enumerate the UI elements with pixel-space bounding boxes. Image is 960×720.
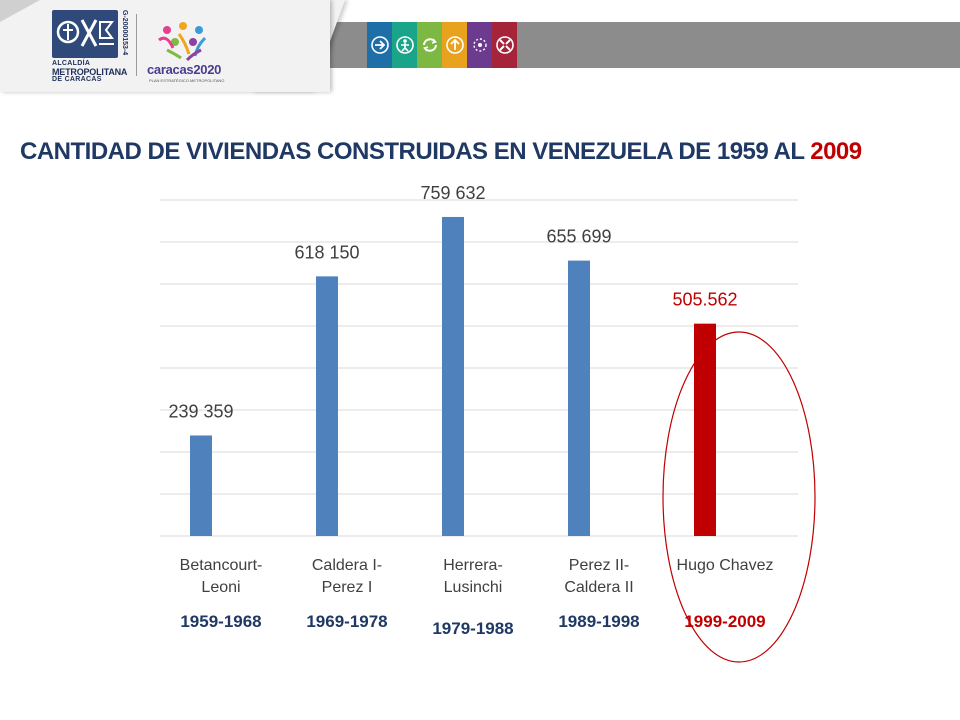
bar xyxy=(568,260,590,536)
alcaldia-line2: METROPOLITANA xyxy=(52,67,128,77)
period-label: 1959-1968 xyxy=(180,612,261,631)
data-label: 239 359 xyxy=(168,401,233,421)
bar xyxy=(694,323,716,536)
alcaldia-logo: ALCALDÍA METROPOLITANA DE CARACAS xyxy=(52,10,130,88)
category-label: Herrera-Lusinchi xyxy=(443,557,503,596)
logo-divider xyxy=(136,14,137,76)
title-main: CANTIDAD DE VIVIENDAS CONSTRUIDAS EN VEN… xyxy=(20,138,811,165)
arrow-up-icon xyxy=(442,22,467,68)
alcaldia-seal-icon xyxy=(52,10,118,58)
bar xyxy=(190,435,212,536)
caracas2020-logo: caracas2020 PLAN ESTRATÉGICO METROPOLITA… xyxy=(145,20,245,86)
data-label: 505.562 xyxy=(672,290,737,310)
circle-dots-icon xyxy=(467,22,492,68)
logo-panel: ALCALDÍA METROPOLITANA DE CARACAS G-2000… xyxy=(0,0,330,92)
header-band: ALCALDÍA METROPOLITANA DE CARACAS G-2000… xyxy=(0,0,960,92)
data-label: 618 150 xyxy=(294,242,359,262)
caracas2020-wordmark: caracas2020 xyxy=(147,62,222,77)
category-label: Perez II-Caldera II xyxy=(564,557,633,596)
category-label: Hugo Chavez xyxy=(677,557,774,574)
bar xyxy=(316,276,338,536)
bar xyxy=(442,216,464,536)
caracas2020-figures-icon xyxy=(158,22,207,62)
period-label: 1979-1988 xyxy=(432,619,513,638)
header-icon-strip xyxy=(367,22,517,68)
category-label: Betancourt-Leoni xyxy=(180,557,263,596)
period-label: 1969-1978 xyxy=(306,612,387,631)
data-label: 655 699 xyxy=(546,227,611,247)
alcaldia-wordmark: ALCALDÍA METROPOLITANA DE CARACAS xyxy=(52,60,128,84)
alcaldia-line3: DE CARACAS xyxy=(52,76,102,83)
highlight-ellipse xyxy=(662,331,816,663)
data-label: 759 632 xyxy=(420,183,485,203)
alcaldia-line1: ALCALDÍA xyxy=(52,60,91,67)
arrow-right-icon xyxy=(367,22,392,68)
rif-number: G-20000153-4 xyxy=(121,10,128,56)
title-highlight-year: 2009 xyxy=(810,138,862,165)
period-label: 1999-2009 xyxy=(684,612,765,631)
corner-fold xyxy=(0,0,40,22)
period-label: 1989-1998 xyxy=(558,612,639,631)
category-label: Caldera I-Perez I xyxy=(312,557,382,596)
recycle-icon xyxy=(417,22,442,68)
page-title: CANTIDAD DE VIVIENDAS CONSTRUIDAS EN VEN… xyxy=(20,138,950,166)
caracas2020-tagline: PLAN ESTRATÉGICO METROPOLITANO xyxy=(149,78,225,83)
person-icon xyxy=(392,22,417,68)
arrows-inward-icon xyxy=(492,22,517,68)
